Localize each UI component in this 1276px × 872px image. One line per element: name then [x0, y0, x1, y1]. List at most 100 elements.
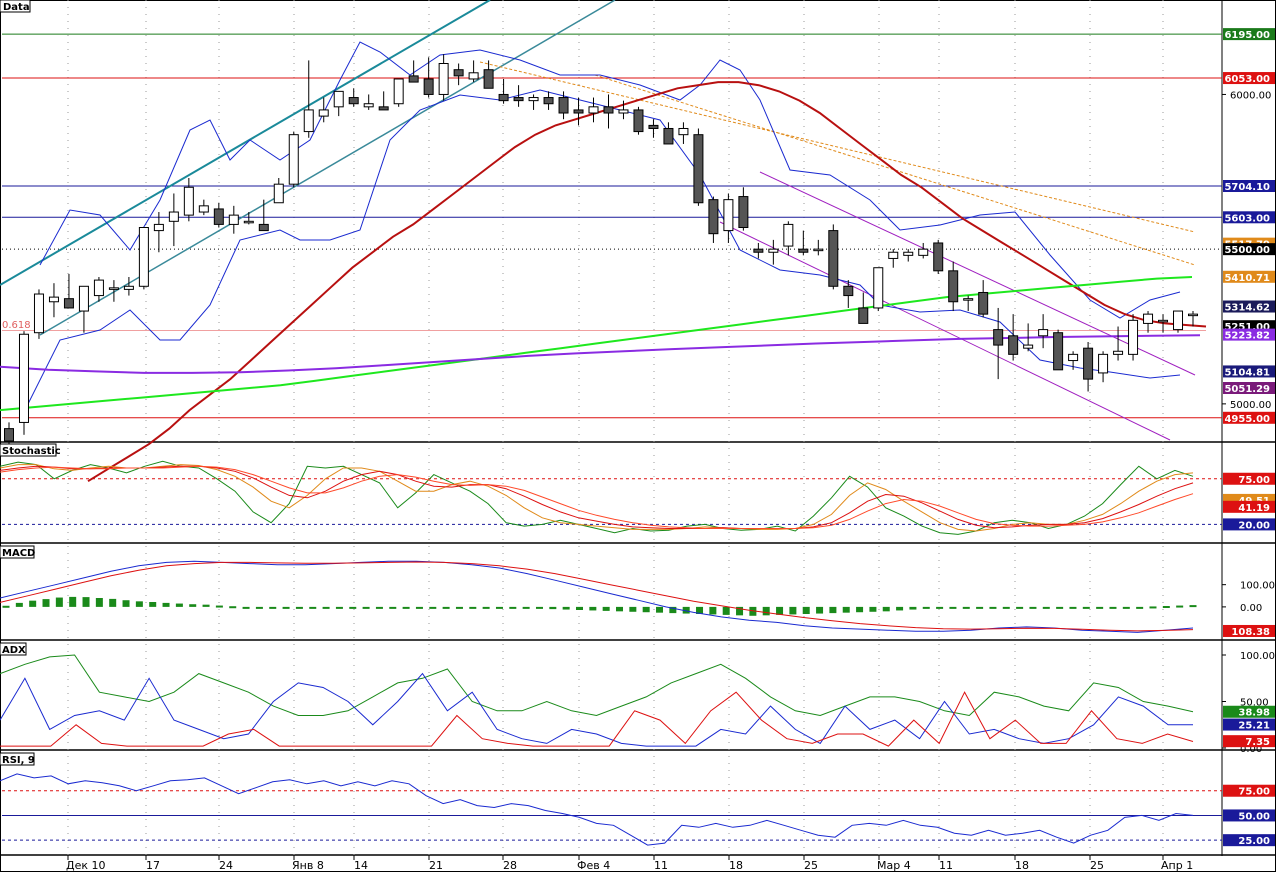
- candle-body: [153, 223, 164, 232]
- macd-histogram-bar: [15, 602, 23, 607]
- macd-histogram-bar: [229, 606, 237, 609]
- price-tag-label: 5051.29: [1224, 384, 1270, 395]
- macd-histogram-bar: [482, 606, 490, 609]
- macd-histogram-bar: [375, 606, 383, 609]
- fib-label: 0.618: [2, 320, 31, 331]
- panel-title-stochastic: Stochastic: [0, 443, 61, 457]
- rsi-line: [0, 773, 1194, 846]
- price-tag: 5223.82: [1223, 328, 1275, 342]
- macd-histogram-bar: [936, 606, 944, 609]
- price-tag-label: 75.00: [1238, 787, 1270, 798]
- trend-line: [0, 0, 491, 286]
- candle-body: [858, 307, 869, 324]
- macd-histogram-bar: [762, 606, 770, 616]
- price-tag: 75.00: [1223, 472, 1275, 486]
- candle-body: [588, 106, 599, 114]
- macd-histogram-bar: [135, 601, 143, 607]
- x-tick-label: Апр 1: [1161, 859, 1193, 872]
- macd-histogram-bar: [1002, 606, 1010, 609]
- price-tag-label: 5603.00: [1224, 213, 1270, 224]
- price-tag-label: 6195.00: [1224, 30, 1270, 41]
- macd-histogram-bar: [455, 606, 463, 609]
- candle-body: [378, 106, 389, 111]
- panel-title-adx: ADX: [0, 642, 27, 656]
- y-tick-label: 0.00: [1240, 603, 1262, 614]
- candle-body: [918, 248, 929, 256]
- macd-histogram-bar: [42, 599, 50, 607]
- macd-histogram-bar: [642, 606, 650, 613]
- stochastic-line: [0, 460, 1194, 535]
- x-tick-label: 25: [804, 859, 818, 872]
- macd-histogram-bar: [1096, 606, 1104, 609]
- x-tick-label: 18: [729, 859, 743, 872]
- macd-histogram-bar: [215, 605, 223, 608]
- macd-histogram-bar: [282, 606, 290, 609]
- macd-histogram-bar: [749, 606, 757, 616]
- price-tag-bg: [1223, 500, 1275, 513]
- candle-body: [1143, 313, 1154, 324]
- price-tag: 75.00: [1223, 784, 1275, 798]
- macd-histogram-bar: [722, 606, 730, 615]
- candle-body: [483, 69, 494, 89]
- macd-histogram-bar: [976, 606, 984, 609]
- price-tag-label: 4955.00: [1224, 414, 1270, 425]
- candle-body: [93, 279, 104, 297]
- macd-histogram-bar: [896, 606, 904, 611]
- panel-title-price: Data: [0, 0, 31, 13]
- price-tag: 25.21: [1223, 718, 1275, 732]
- candle-body: [528, 97, 539, 102]
- candle-body: [948, 270, 959, 303]
- price-tag-label: 25.00: [1238, 836, 1270, 847]
- candle-body: [348, 97, 359, 105]
- panel-title-rsi: RSI, 9: [0, 752, 35, 766]
- macd-histogram-bar: [629, 606, 637, 612]
- macd-histogram-bar: [962, 606, 970, 609]
- macd-histogram-bar: [1176, 605, 1184, 608]
- candle-body: [813, 248, 824, 252]
- macd-histogram-bar: [242, 606, 250, 609]
- candle-body: [468, 72, 479, 80]
- x-tick-label: 17: [146, 859, 160, 872]
- price-tag: 25.00: [1223, 834, 1275, 847]
- candle-body: [828, 230, 839, 287]
- candle-body: [888, 251, 899, 259]
- macd-histogram-bar: [175, 603, 183, 607]
- y-tick-label: 6000.00: [1230, 90, 1271, 101]
- price-tag-label: 5104.81: [1224, 367, 1270, 378]
- candle-body: [453, 69, 464, 77]
- candle-body: [243, 220, 254, 224]
- price-tag-bg: [1223, 735, 1275, 748]
- envelope-upper: [39, 41, 1181, 319]
- price-tag-bg: [1223, 328, 1275, 341]
- candle-body: [768, 248, 779, 253]
- candle-body: [513, 97, 524, 102]
- macd-histogram-bar: [162, 602, 170, 607]
- candle-body: [678, 127, 689, 136]
- candle-body: [4, 428, 14, 442]
- macd-histogram-bar: [682, 606, 690, 614]
- macd-histogram-bar: [322, 606, 330, 609]
- price-tag-bg: [1223, 705, 1275, 718]
- candle-body: [573, 109, 584, 114]
- candle-body: [843, 285, 854, 297]
- macd-histogram-bar: [69, 596, 77, 607]
- candle-body: [963, 298, 974, 301]
- candle-body: [798, 248, 809, 253]
- macd-histogram-bar: [295, 606, 303, 609]
- candle-body: [1083, 347, 1094, 380]
- candle-body: [228, 214, 239, 225]
- price-tag: 5314.62: [1223, 300, 1275, 314]
- macd-histogram-bar: [1029, 606, 1037, 609]
- candle-body: [903, 251, 914, 256]
- macd-histogram-bar: [149, 602, 157, 607]
- candle-body: [498, 93, 509, 102]
- candle-body: [213, 208, 224, 225]
- x-tick-label: Янв 8: [292, 859, 324, 872]
- candle-body: [1068, 353, 1079, 362]
- candle-body: [1173, 310, 1184, 331]
- candle-body: [648, 124, 659, 129]
- candle-body: [1038, 329, 1049, 337]
- adx-line: [0, 672, 1193, 747]
- price-tag-label: 38.98: [1238, 708, 1270, 719]
